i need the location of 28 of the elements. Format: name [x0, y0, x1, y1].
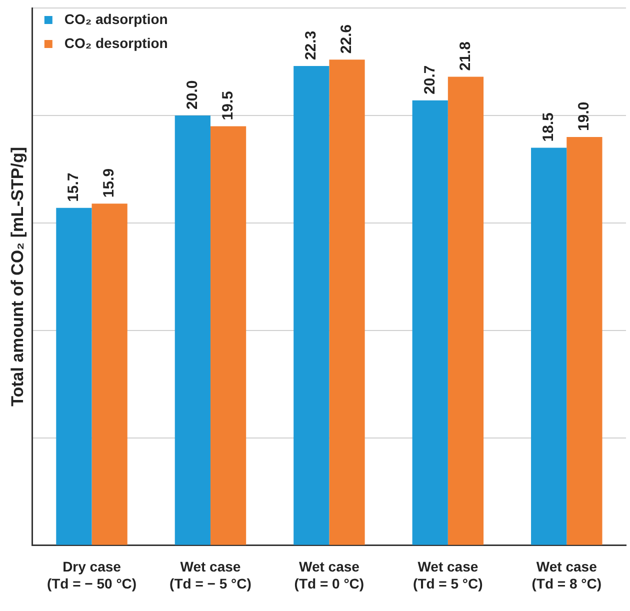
legend-label: CO₂ adsorption — [64, 10, 168, 27]
y-axis-title: Total amount of CO₂ [mL-STP/g] — [8, 147, 27, 406]
data-label: 22.6 — [338, 24, 356, 54]
bar — [566, 136, 602, 545]
bar — [210, 126, 246, 545]
x-tick-label: Dry case (Td = − 50 °C) — [46, 558, 137, 592]
data-label: 15.7 — [65, 172, 82, 202]
data-label: 15.9 — [100, 168, 118, 198]
bar — [174, 115, 210, 545]
bar — [294, 66, 330, 545]
bar — [329, 60, 365, 545]
data-label: 18.5 — [540, 112, 557, 142]
bar — [92, 204, 128, 545]
data-label: 22.3 — [302, 30, 320, 60]
bar — [531, 148, 567, 545]
x-tick-label: Wet case (Td = 8 °C) — [532, 558, 602, 592]
x-tick-label: Wet case (Td = 5 °C) — [413, 558, 483, 592]
data-label: 21.8 — [456, 42, 474, 71]
x-tick-label: Wet case (Td = 0 °C) — [294, 558, 364, 592]
bar — [448, 76, 484, 545]
data-label: 19.0 — [576, 102, 593, 131]
data-label: 19.5 — [219, 91, 236, 120]
bar — [56, 208, 92, 545]
bar — [412, 100, 448, 545]
legend-label: CO₂ desorption — [64, 34, 168, 51]
x-tick-label: Wet case (Td = − 5 °C) — [170, 558, 252, 592]
data-label: 20.0 — [184, 80, 201, 110]
data-label: 20.7 — [421, 65, 438, 94]
